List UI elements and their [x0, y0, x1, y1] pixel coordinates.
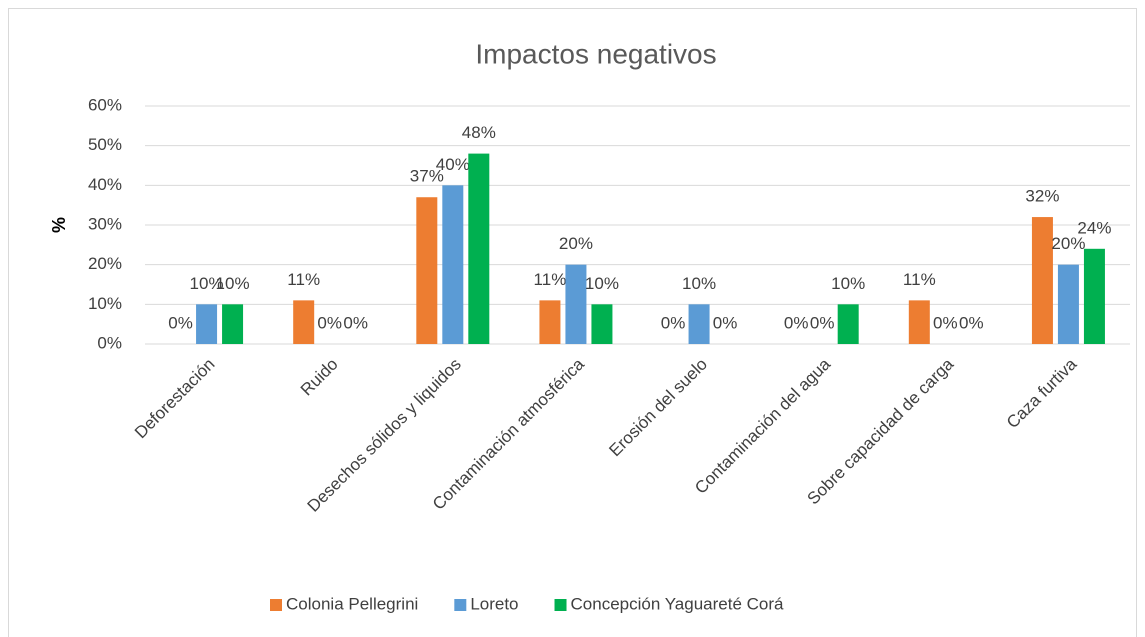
- data-label: 11%: [287, 270, 320, 289]
- data-label: 0%: [661, 313, 686, 332]
- bar: [565, 264, 587, 344]
- legend-swatch: [454, 599, 467, 611]
- data-label: 20%: [1051, 234, 1085, 253]
- y-tick-label: 0%: [97, 333, 122, 352]
- y-tick-label: 20%: [88, 254, 122, 273]
- bar: [591, 304, 613, 344]
- bar: [1083, 248, 1105, 344]
- data-label: 0%: [343, 313, 368, 332]
- data-label: 0%: [317, 313, 342, 332]
- bar: [222, 304, 244, 344]
- bar: [539, 300, 561, 344]
- data-label: 0%: [168, 313, 193, 332]
- data-label: 40%: [436, 155, 470, 174]
- legend-swatch: [270, 599, 282, 611]
- legend-label: Loreto: [470, 594, 518, 613]
- bar: [293, 300, 315, 344]
- y-tick-label: 60%: [88, 95, 122, 114]
- data-label: 32%: [1025, 187, 1059, 206]
- bar: [1057, 264, 1079, 344]
- data-label: 37%: [410, 167, 444, 186]
- y-tick-label: 40%: [88, 175, 122, 194]
- legend-label: Colonia Pellegrini: [286, 594, 418, 613]
- bar: [468, 153, 490, 344]
- bar: [416, 197, 438, 344]
- data-label: 24%: [1077, 218, 1111, 237]
- y-tick-label: 50%: [88, 135, 122, 154]
- bar: [1031, 217, 1053, 344]
- bar: [196, 304, 218, 344]
- data-label: 0%: [784, 313, 809, 332]
- data-label: 11%: [903, 270, 936, 289]
- data-label: 0%: [713, 313, 738, 332]
- bar: [837, 304, 859, 344]
- data-label: 10%: [585, 274, 619, 293]
- data-label: 10%: [831, 274, 865, 293]
- legend-swatch: [554, 599, 567, 611]
- data-label: 0%: [959, 313, 984, 332]
- y-tick-label: 10%: [88, 294, 122, 313]
- bar: [908, 300, 930, 344]
- data-label: 0%: [810, 313, 835, 332]
- data-label: 10%: [216, 274, 250, 293]
- data-label: 20%: [559, 234, 593, 253]
- chart-title: Impactos negativos: [475, 38, 716, 69]
- legend-label: Concepción Yaguareté Corá: [571, 594, 785, 613]
- data-label: 11%: [534, 270, 567, 289]
- bar: [688, 304, 710, 344]
- bar: [442, 185, 464, 344]
- y-axis-label: %: [49, 217, 69, 233]
- data-label: 48%: [462, 123, 496, 142]
- data-label: 0%: [933, 313, 958, 332]
- y-tick-label: 30%: [88, 214, 122, 233]
- data-label: 10%: [682, 274, 716, 293]
- data-label: 10%: [190, 274, 224, 293]
